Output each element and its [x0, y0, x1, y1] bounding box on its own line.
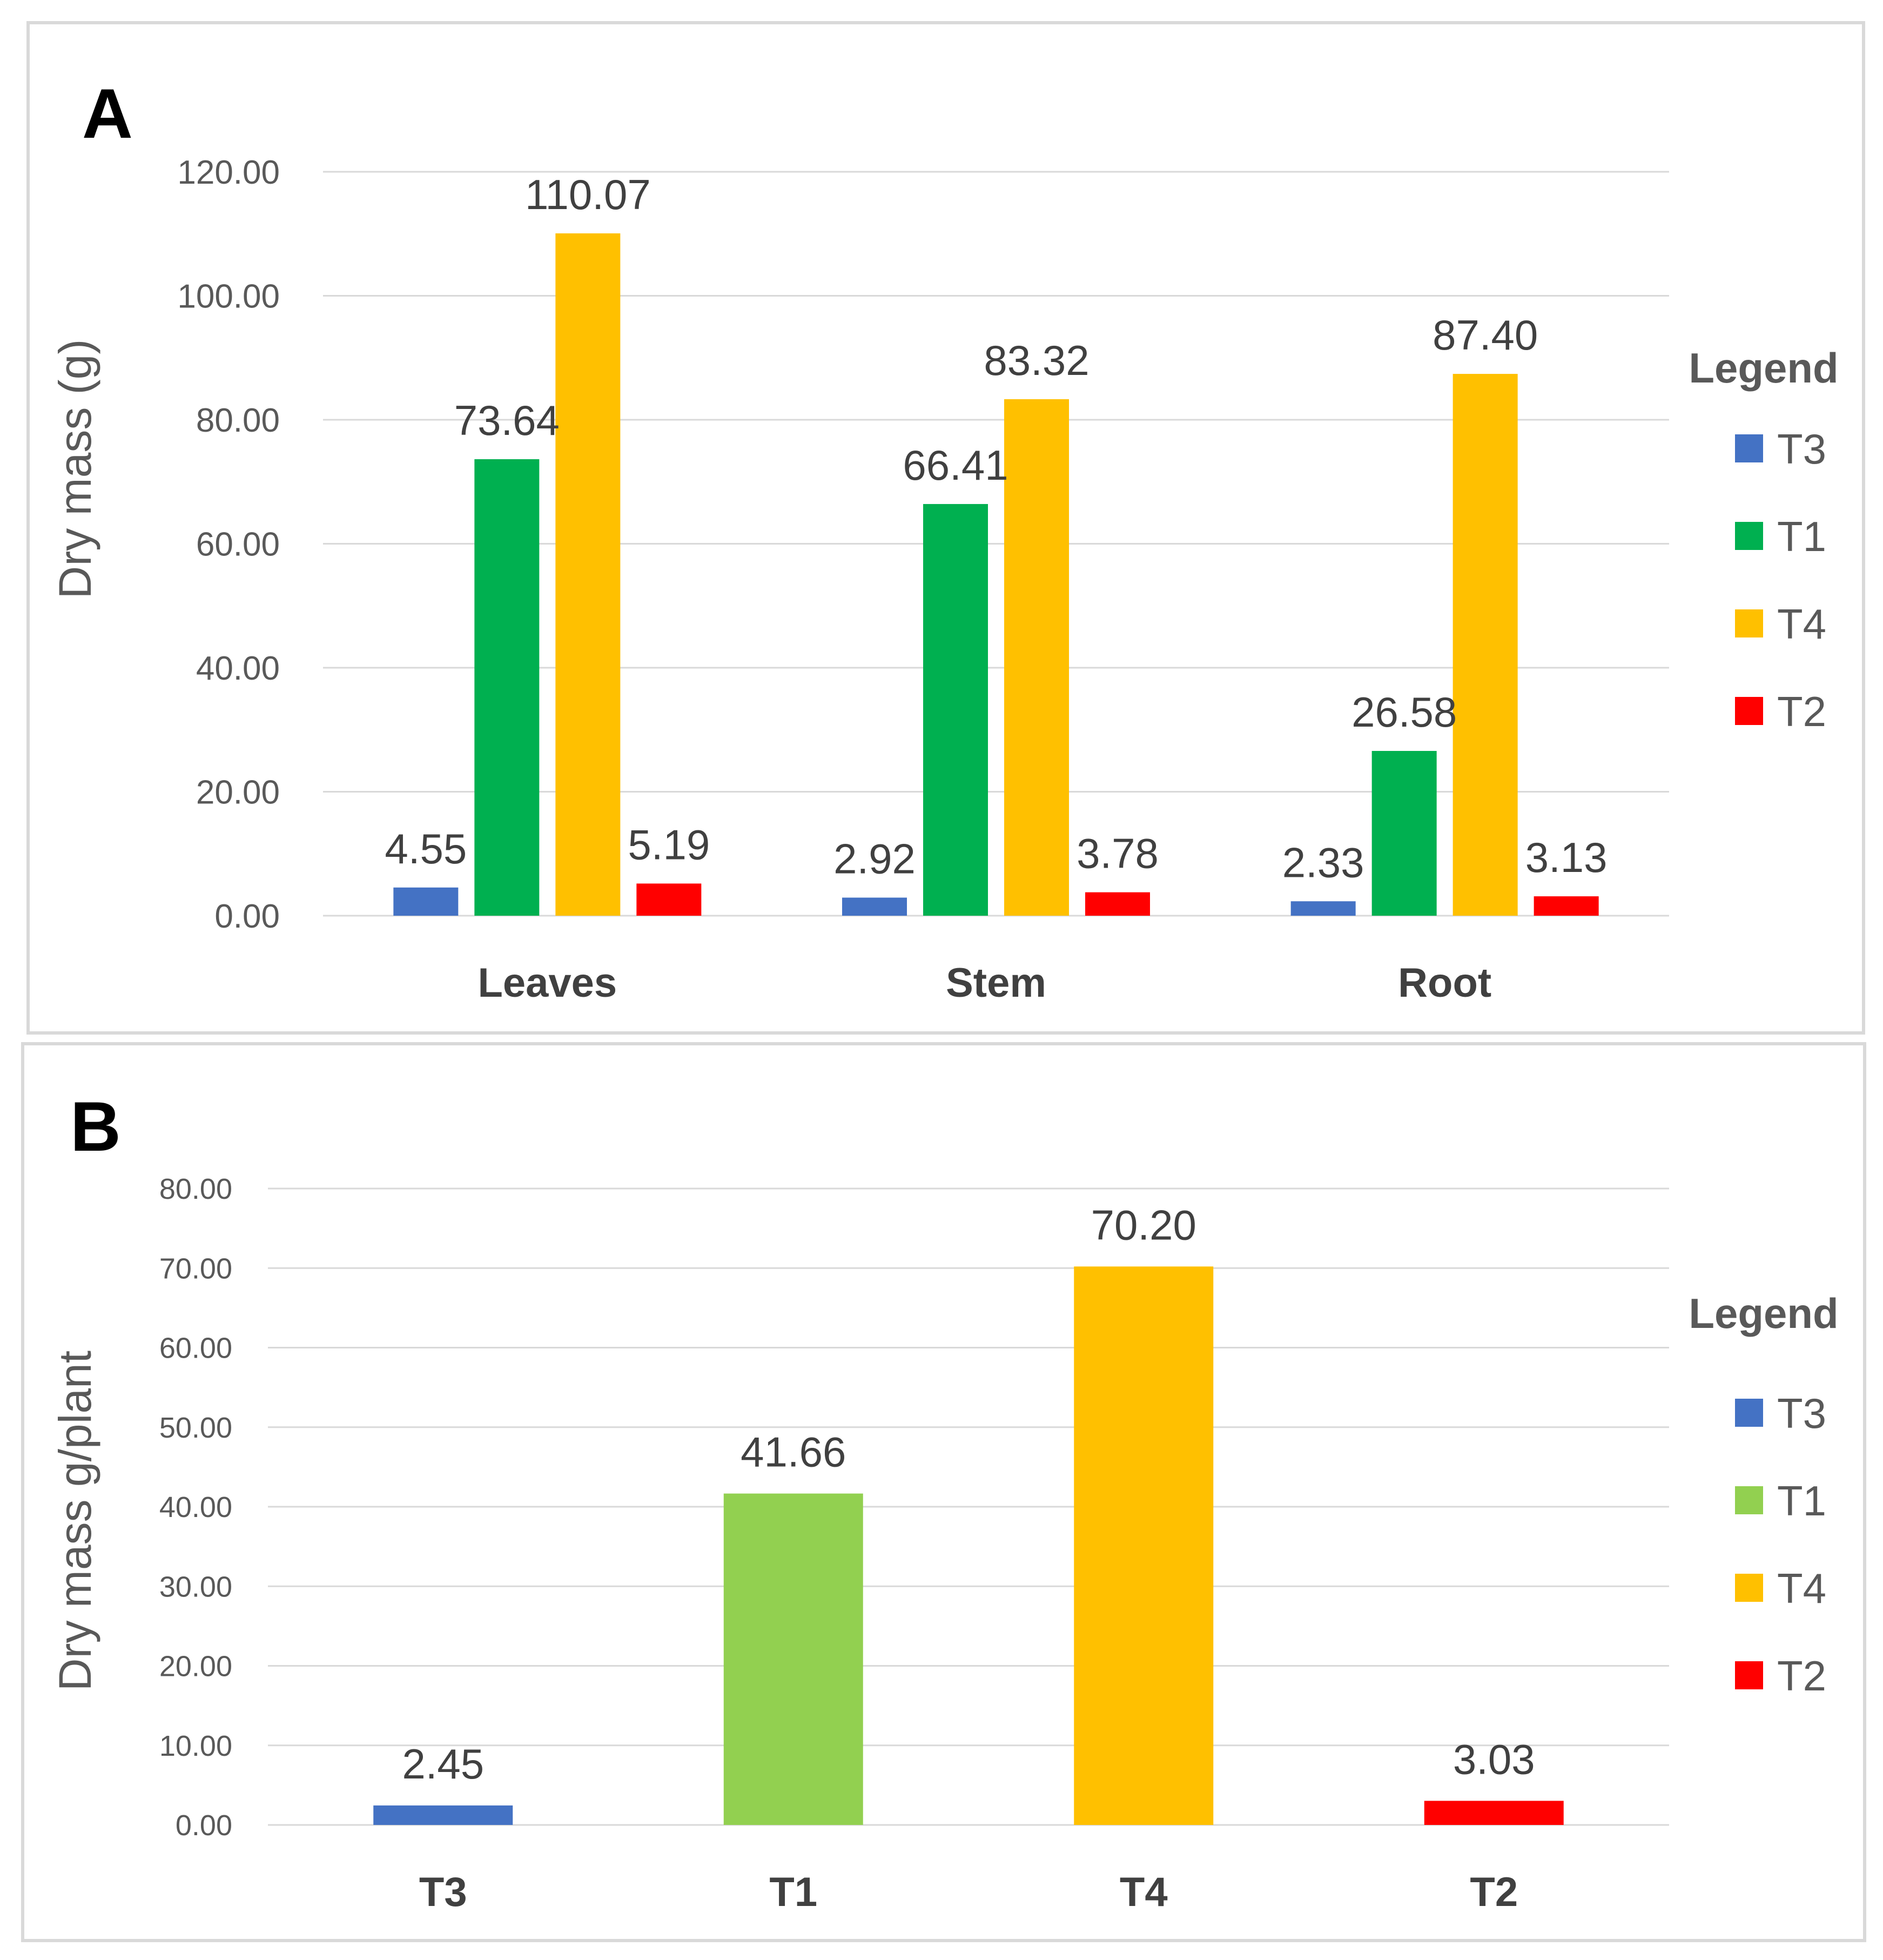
- panel-b-y-tick-label: 60.00: [159, 1332, 232, 1365]
- panel-a-legend-label: T1: [1777, 513, 1826, 560]
- panel-a-category-labels: Leaves Stem Root: [478, 960, 1491, 1006]
- panel-a-y-axis-label: Dry mass (g): [50, 339, 100, 599]
- panel-b-legend-swatch: [1735, 1574, 1763, 1602]
- panel-a-bar: [636, 883, 702, 916]
- panel-a-data-label: 83.32: [984, 337, 1089, 384]
- panel-a-y-tick-label: 20.00: [196, 774, 280, 811]
- panel-b-y-tick-label: 10.00: [159, 1730, 232, 1762]
- panel-b-legend-swatch: [1735, 1661, 1763, 1689]
- panel-a-data-label: 87.40: [1433, 311, 1538, 359]
- panel-a-bar: [1452, 374, 1518, 916]
- panel-b-data-labels: 2.45 41.66 70.20 3.03: [402, 1201, 1535, 1788]
- panel-b-category-label: T4: [1120, 1869, 1168, 1915]
- panel-a-bar: [1371, 750, 1437, 916]
- panel-b-legend-swatch: [1735, 1399, 1763, 1427]
- panel-a-data-label: 110.07: [525, 171, 651, 218]
- panel-a-data-label: 26.58: [1351, 688, 1457, 736]
- panel-b-legend-swatch: [1735, 1486, 1763, 1514]
- panel-b-y-tick-label: 70.00: [159, 1252, 232, 1285]
- panel-b-data-label: 41.66: [741, 1428, 846, 1476]
- panel-a-bar: [1290, 901, 1356, 916]
- panel-b-legend: Legend T3 T1 T4 T2: [1689, 1290, 1838, 1700]
- panel-a-data-label: 3.13: [1525, 834, 1608, 881]
- panel-a-data-label: 73.64: [454, 397, 560, 444]
- panel-b-legend-label: T1: [1777, 1477, 1826, 1525]
- panel-a-legend-label: T4: [1777, 600, 1826, 648]
- panel-b-y-tick-label: 30.00: [159, 1570, 232, 1603]
- panel-b-y-tick-label: 50.00: [159, 1412, 232, 1444]
- panel-a-bar: [1004, 399, 1069, 916]
- panel-a-y-tick-label: 40.00: [196, 650, 280, 687]
- panel-a-legend-label: T2: [1777, 688, 1826, 735]
- panel-b-legend-title: Legend: [1689, 1290, 1838, 1337]
- panel-a-data-label: 2.92: [833, 835, 916, 882]
- panel-a-y-tick-label: 0.00: [214, 898, 280, 935]
- panel-a-y-tick-label: 120.00: [177, 154, 280, 191]
- panel-b-legend-label: T4: [1777, 1565, 1826, 1612]
- panel-b-bar: [373, 1805, 513, 1825]
- panel-b-data-label: 2.45: [402, 1740, 484, 1788]
- panel-a-bar: [1534, 896, 1599, 916]
- panel-a-bar: [474, 459, 540, 916]
- panel-a-legend-swatch: [1735, 697, 1763, 725]
- panel-b-y-tick-label: 20.00: [159, 1650, 232, 1683]
- panel-a-bar: [842, 897, 907, 916]
- panel-b-data-label: 70.20: [1091, 1201, 1196, 1249]
- panel-b-category-label: T2: [1470, 1869, 1518, 1915]
- panel-a-bar: [923, 504, 988, 916]
- panel-a-gridlines: [323, 171, 1669, 917]
- panel-b-bar: [723, 1493, 863, 1825]
- panel-b-category-label: T1: [769, 1869, 817, 1915]
- panel-a-bar: [1085, 892, 1150, 916]
- panel-a-data-label: 66.41: [903, 441, 1008, 489]
- panel-b-bars: [373, 1266, 1564, 1825]
- panel-b: B Dry mass g/plant 0.00 10.00 20.00 30.00 40…: [21, 1042, 1866, 1942]
- panel-b-data-label: 3.03: [1453, 1735, 1535, 1783]
- panel-a-legend-title: Legend: [1689, 344, 1838, 392]
- panel-b-legend-label: T3: [1777, 1390, 1826, 1437]
- panel-b-frame: [21, 1042, 1866, 1942]
- panel-a-y-ticks: 0.00 20.00 40.00 60.00 80.00 100.00 120.00: [177, 154, 280, 935]
- panel-a-legend-label: T3: [1777, 425, 1826, 473]
- panel-b-y-axis-label: Dry mass g/plant: [50, 1351, 100, 1691]
- panel-a-letter: A: [82, 74, 133, 153]
- panel-a-legend: Legend T3 T1 T4 T2: [1689, 344, 1838, 735]
- panel-a: A Dry mass (g) 0.00 20.00 40.00 60.00 80.00 1…: [26, 21, 1865, 1035]
- panel-a-data-label: 4.55: [385, 825, 467, 872]
- panel-a-y-tick-label: 80.00: [196, 402, 280, 439]
- panel-a-bars: [393, 233, 1599, 916]
- panel-a-bar: [555, 233, 621, 916]
- panel-a-y-tick-label: 60.00: [196, 526, 280, 563]
- panel-a-category-label: Leaves: [478, 960, 617, 1006]
- panel-b-category-label: T3: [419, 1869, 467, 1915]
- panel-a-y-tick-label: 100.00: [177, 278, 280, 316]
- panel-b-letter: B: [70, 1087, 121, 1166]
- panel-b-bar: [1074, 1266, 1214, 1825]
- panel-b-y-ticks: 0.00 10.00 20.00 30.00 40.00 50.00 60.00 70.00 8…: [159, 1173, 232, 1842]
- panel-a-category-label: Root: [1398, 960, 1491, 1006]
- panel-a-bar: [393, 887, 459, 916]
- panel-a-data-label: 3.78: [1077, 830, 1159, 877]
- panel-a-data-label: 2.33: [1282, 838, 1364, 886]
- panel-b-y-tick-label: 80.00: [159, 1173, 232, 1205]
- panel-a-data-labels: 4.55 73.64 110.07 5.19 2.92 66.41 83.32 3.78 2.3…: [385, 171, 1607, 886]
- panel-a-data-label: 5.19: [628, 821, 710, 868]
- panel-a-legend-swatch: [1735, 434, 1763, 462]
- panel-b-category-labels: T3 T1 T4 T2: [419, 1869, 1518, 1915]
- panel-b-y-tick-label: 40.00: [159, 1491, 232, 1523]
- panel-a-legend-swatch: [1735, 609, 1763, 637]
- panel-b-legend-label: T2: [1777, 1652, 1826, 1700]
- panel-a-category-label: Stem: [946, 960, 1046, 1006]
- panel-a-legend-swatch: [1735, 522, 1763, 550]
- panel-b-bar: [1424, 1801, 1564, 1825]
- panel-b-y-tick-label: 0.00: [176, 1809, 232, 1842]
